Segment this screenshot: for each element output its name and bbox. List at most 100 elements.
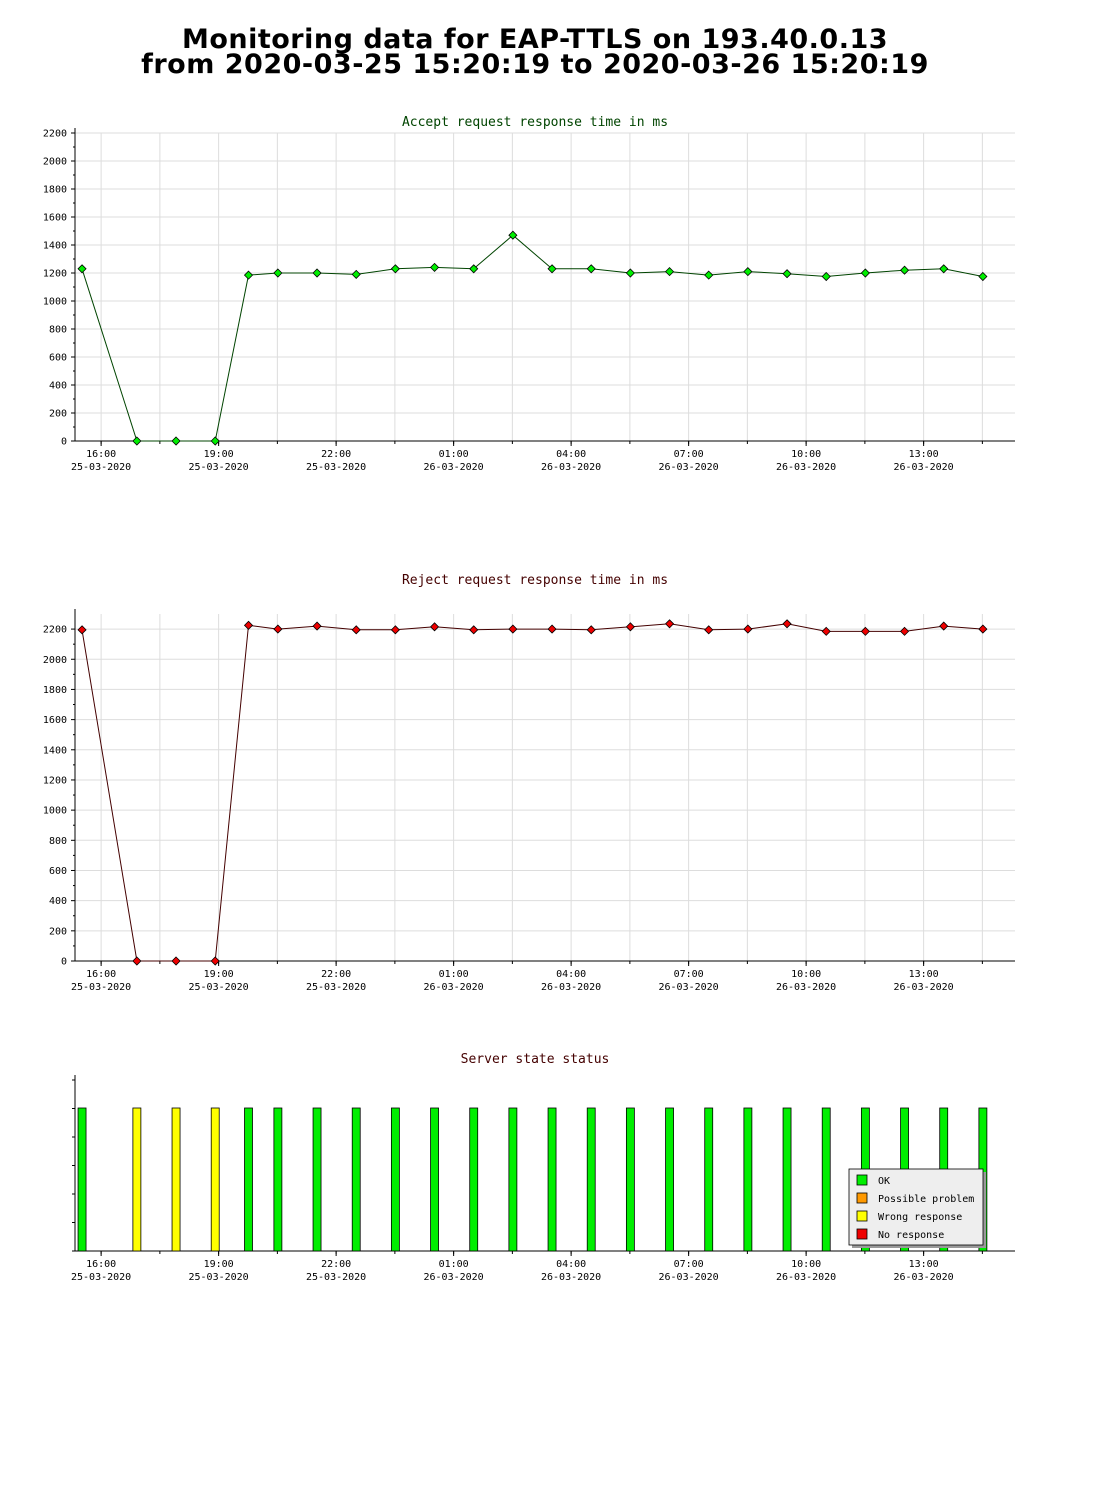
x-tick-label-time: 16:00 bbox=[86, 1259, 116, 1270]
data-point bbox=[860, 626, 870, 636]
status-bar bbox=[547, 1107, 557, 1252]
x-tick-label-date: 26-03-2020 bbox=[541, 982, 601, 993]
data-point bbox=[743, 267, 753, 277]
y-tick-label: 2200 bbox=[43, 625, 67, 636]
data-point bbox=[899, 626, 910, 636]
data-point bbox=[821, 626, 831, 636]
y-tick-label: 600 bbox=[49, 353, 67, 364]
x-tick-label-time: 13:00 bbox=[909, 1259, 939, 1270]
data-point bbox=[939, 264, 949, 274]
data-point bbox=[77, 625, 87, 635]
data-point bbox=[390, 264, 400, 274]
y-tick-label: 0 bbox=[61, 437, 67, 448]
y-tick-label: 2200 bbox=[43, 129, 67, 140]
status-bar bbox=[430, 1107, 439, 1252]
x-tick-label-date: 26-03-2020 bbox=[659, 1272, 719, 1283]
data-point bbox=[664, 267, 675, 277]
data-point bbox=[508, 230, 518, 240]
data-point bbox=[77, 264, 87, 274]
x-tick-label-time: 16:00 bbox=[86, 969, 116, 980]
y-tick-label: 400 bbox=[49, 381, 67, 392]
x-tick-label-date: 25-03-2020 bbox=[189, 1272, 249, 1283]
y-tick-label: 1600 bbox=[43, 715, 67, 726]
data-point bbox=[664, 619, 675, 629]
x-tick-label-date: 26-03-2020 bbox=[776, 982, 836, 993]
x-tick-label-date: 26-03-2020 bbox=[659, 462, 719, 473]
data-point bbox=[429, 262, 440, 272]
y-tick-label: 800 bbox=[49, 836, 67, 847]
x-tick-label-time: 10:00 bbox=[791, 449, 821, 460]
x-tick-label-time: 22:00 bbox=[321, 449, 351, 460]
y-tick-label: 2000 bbox=[43, 157, 67, 168]
data-point bbox=[210, 436, 220, 446]
data-point bbox=[704, 270, 714, 280]
y-tick-label: 1000 bbox=[43, 806, 67, 817]
x-tick-label-time: 01:00 bbox=[439, 969, 469, 980]
data-point bbox=[547, 624, 557, 634]
data-point bbox=[899, 265, 910, 275]
data-point bbox=[743, 624, 753, 634]
data-point bbox=[132, 436, 142, 446]
status-bar bbox=[244, 1107, 253, 1252]
data-point bbox=[586, 625, 596, 635]
data-point bbox=[243, 270, 254, 280]
data-point bbox=[243, 620, 254, 630]
data-point bbox=[469, 264, 479, 274]
x-tick-label-date: 26-03-2020 bbox=[424, 462, 484, 473]
x-tick-label-date: 26-03-2020 bbox=[894, 462, 954, 473]
status-bar bbox=[171, 1107, 181, 1252]
series-line bbox=[81, 623, 983, 962]
status-bar bbox=[586, 1107, 596, 1252]
data-point bbox=[978, 271, 988, 282]
status-bar bbox=[743, 1107, 753, 1252]
data-point bbox=[508, 624, 518, 634]
chart-3: Server state status 16:00 25-03-2020 19:00 2… bbox=[71, 1052, 1015, 1283]
data-point bbox=[547, 264, 557, 274]
status-bar bbox=[77, 1107, 87, 1252]
x-tick-label-date: 25-03-2020 bbox=[306, 1272, 366, 1283]
legend-box bbox=[848, 1168, 984, 1246]
legend-label: OK bbox=[878, 1176, 890, 1187]
data-point bbox=[171, 956, 181, 966]
x-tick-label-date: 25-03-2020 bbox=[71, 1272, 131, 1283]
x-tick-label-time: 10:00 bbox=[791, 969, 821, 980]
status-bar bbox=[132, 1107, 142, 1252]
y-tick-label: 800 bbox=[49, 325, 67, 336]
y-tick-label: 0 bbox=[61, 957, 67, 968]
legend-swatch bbox=[856, 1174, 868, 1186]
status-bar bbox=[625, 1107, 635, 1252]
x-tick-label-time: 07:00 bbox=[674, 1259, 704, 1270]
x-tick-label-date: 26-03-2020 bbox=[776, 462, 836, 473]
data-point bbox=[273, 624, 283, 634]
y-tick-label: 1800 bbox=[43, 685, 67, 696]
legend-swatch bbox=[856, 1210, 868, 1222]
data-point bbox=[586, 264, 596, 274]
status-bar bbox=[821, 1107, 831, 1252]
x-tick-label-time: 19:00 bbox=[204, 1259, 234, 1270]
x-tick-label-time: 19:00 bbox=[204, 969, 234, 980]
x-tick-label-time: 07:00 bbox=[674, 449, 704, 460]
x-tick-label-date: 26-03-2020 bbox=[424, 982, 484, 993]
y-tick-label: 2000 bbox=[43, 655, 67, 666]
legend-label: Wrong response bbox=[878, 1212, 962, 1223]
y-tick-label: 1200 bbox=[43, 775, 67, 786]
x-tick-label-date: 26-03-2020 bbox=[541, 462, 601, 473]
status-bar bbox=[273, 1107, 283, 1252]
x-tick-label-time: 13:00 bbox=[909, 969, 939, 980]
x-tick-label-time: 10:00 bbox=[791, 1259, 821, 1270]
status-bar bbox=[665, 1107, 674, 1252]
x-tick-label-time: 01:00 bbox=[439, 449, 469, 460]
page-title-line-2: from 2020-03-25 15:20:19 to 2020-03-26 1… bbox=[141, 49, 929, 80]
legend-label: No response bbox=[878, 1230, 944, 1241]
status-bar bbox=[508, 1107, 518, 1252]
x-tick-label-time: 22:00 bbox=[321, 969, 351, 980]
data-point bbox=[390, 625, 400, 635]
data-point bbox=[273, 268, 283, 278]
data-point bbox=[625, 622, 635, 632]
x-tick-label-date: 25-03-2020 bbox=[71, 982, 131, 993]
page-title-line-1: Monitoring data for EAP-TTLS on 193.40.0… bbox=[181, 24, 889, 55]
y-tick-label: 1400 bbox=[43, 241, 67, 252]
y-tick-label: 1200 bbox=[43, 269, 67, 280]
chart-1: Accept request response time in ms 0 200 40… bbox=[43, 115, 1015, 473]
